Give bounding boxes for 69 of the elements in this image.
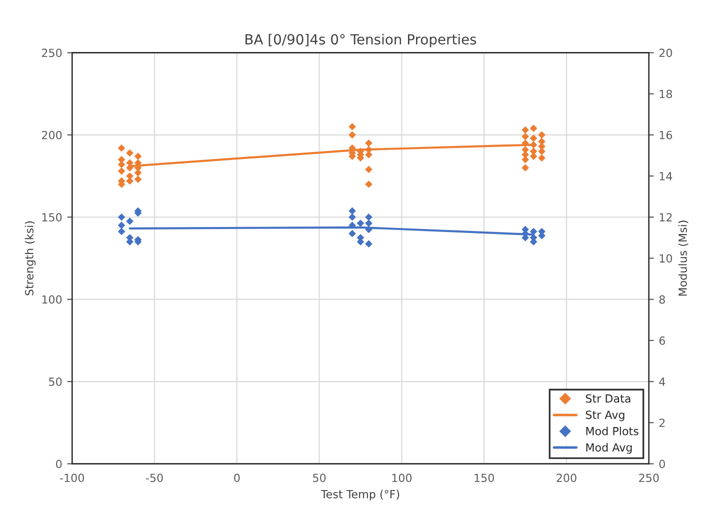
x-tick-label: 250 xyxy=(639,474,659,482)
point xyxy=(538,148,546,156)
point xyxy=(348,131,356,139)
y2-axis-title: Modulus (Msi) xyxy=(678,220,688,296)
y-axis-title: Strength (ksi) xyxy=(24,221,36,296)
point xyxy=(126,164,134,172)
point xyxy=(530,124,538,132)
y2-tick-label: 4 xyxy=(659,378,666,386)
y-tick-label: 50 xyxy=(49,378,62,386)
point xyxy=(126,218,134,225)
point xyxy=(530,228,538,236)
x-tick-label: 200 xyxy=(556,474,576,482)
point xyxy=(522,132,529,140)
y-tick-label: 200 xyxy=(42,130,62,140)
point xyxy=(348,213,356,221)
point xyxy=(134,176,142,183)
point xyxy=(134,152,142,160)
y2-tick-label: 8 xyxy=(659,295,665,304)
x-tick-label: 100 xyxy=(392,474,412,482)
y-tick-label: 250 xyxy=(42,48,62,58)
point xyxy=(348,123,356,130)
x-tick-label: -50 xyxy=(146,474,163,482)
point xyxy=(538,131,546,139)
x-tick-label: 150 xyxy=(474,474,494,482)
point xyxy=(530,134,538,142)
point xyxy=(365,226,372,234)
legend-label: Mod Plots xyxy=(586,426,638,436)
x-tick-label: -100 xyxy=(60,474,84,482)
y2-tick-label: 12 xyxy=(660,213,672,222)
y2-tick-label: 20 xyxy=(659,48,672,58)
point xyxy=(365,180,372,188)
y-tick-label: 0 xyxy=(56,460,62,468)
point xyxy=(365,240,372,248)
y2-tick-label: 0 xyxy=(659,460,665,468)
y2-tick-label: 14 xyxy=(660,172,672,180)
point xyxy=(118,228,126,236)
point xyxy=(365,139,372,147)
point xyxy=(134,169,142,176)
point xyxy=(365,213,372,221)
legend-label: Mod Avg xyxy=(586,443,632,454)
y2-tick-label: 16 xyxy=(660,130,672,140)
point xyxy=(118,167,126,175)
y2-tick-label: 2 xyxy=(659,418,665,427)
x-tick-label: 50 xyxy=(313,474,326,482)
point xyxy=(118,213,126,221)
point xyxy=(530,152,538,160)
y2-tick-label: 10 xyxy=(660,254,672,263)
point xyxy=(348,230,356,238)
point xyxy=(522,164,529,172)
point xyxy=(118,222,126,230)
point xyxy=(348,222,356,230)
chart-title: BA [0/90]4s 0° Tension Properties xyxy=(246,34,476,48)
point xyxy=(522,126,529,134)
point xyxy=(522,139,529,147)
point xyxy=(538,154,546,162)
y2-tick-label: 18 xyxy=(660,90,672,98)
x-axis-title: Test Temp (°F) xyxy=(320,490,400,501)
legend-label: Str Data xyxy=(586,394,630,403)
legend-label: Str Avg xyxy=(586,410,624,422)
y-tick-label: 100 xyxy=(42,295,62,304)
point xyxy=(126,149,134,157)
y-tick-label: 150 xyxy=(42,213,62,222)
point xyxy=(365,220,372,227)
y2-tick-label: 6 xyxy=(659,336,665,345)
x-tick-label: 0 xyxy=(234,474,240,482)
point xyxy=(118,144,126,152)
point xyxy=(365,166,372,174)
point xyxy=(356,220,364,227)
point xyxy=(530,141,538,148)
